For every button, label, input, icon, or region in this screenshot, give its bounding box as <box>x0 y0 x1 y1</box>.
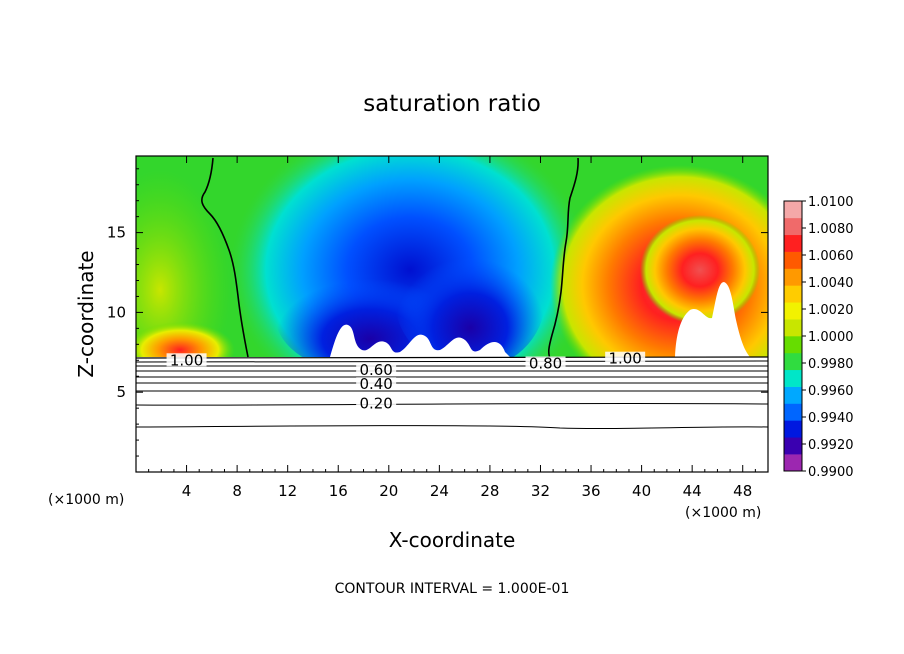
contour-label: 0.40 <box>359 375 392 393</box>
x-tick-label: 48 <box>733 482 752 500</box>
colorbar-label: 0.9940 <box>808 411 854 426</box>
colorbar-swatch <box>784 217 802 236</box>
colorbar-swatch <box>784 201 802 219</box>
x-tick-label: 44 <box>683 482 702 500</box>
x-tick-label: 24 <box>430 482 449 500</box>
x-unit-left: (×1000 m) <box>48 492 124 508</box>
y-axis-label: Z-coordinate <box>74 250 98 377</box>
colorbar-swatch <box>784 268 802 286</box>
contour-line-g <box>136 425 768 430</box>
colorbar-label: 1.0020 <box>808 303 854 318</box>
colorbar-swatch <box>784 319 802 337</box>
colorbar-label: 1.0100 <box>808 195 854 210</box>
colorbar-swatch <box>784 369 802 387</box>
x-tick-label: 32 <box>531 482 550 500</box>
colorbar-swatch <box>784 420 802 438</box>
x-tick-label: 28 <box>480 482 499 500</box>
y-axis-ticks: 5 10 15 <box>107 168 768 457</box>
contour-line-c <box>136 370 768 372</box>
contour-label: 0.60 <box>359 361 392 379</box>
contour-line-e <box>136 382 768 384</box>
colorbar-swatch <box>784 234 802 252</box>
x-tick-label: 20 <box>379 482 398 500</box>
x-axis-ticks: 4 8 12 16 20 24 28 32 36 40 44 48 <box>148 156 756 500</box>
x-tick-label: 12 <box>278 482 297 500</box>
colorbar-swatch <box>784 336 802 354</box>
colorbar-swatch <box>784 454 802 472</box>
y-tick-label: 15 <box>107 224 126 242</box>
colorbar: 1.0100 1.0080 1.0060 1.0040 1.0020 1.0000 0.99… <box>783 195 854 480</box>
colorbar-label: 0.9900 <box>808 465 854 480</box>
contour-line-1.00-left <box>201 157 249 358</box>
x-unit-right: (×1000 m) <box>685 505 761 521</box>
saturation-field <box>136 156 768 472</box>
contour-label: 0.20 <box>359 394 392 412</box>
x-tick-label: 4 <box>182 482 192 500</box>
colorbar-swatch <box>784 251 802 269</box>
contour-label-background <box>605 351 646 365</box>
contour-label-background <box>356 396 397 410</box>
x-tick-label: 40 <box>632 482 651 500</box>
contour-label: 1.00 <box>170 351 203 369</box>
x-tick-label: 8 <box>232 482 242 500</box>
x-tick-label: 36 <box>581 482 600 500</box>
colorbar-label: 1.0000 <box>808 330 854 345</box>
colorbar-label: 0.9960 <box>808 384 854 399</box>
colorbar-swatch <box>784 386 802 404</box>
contour-labels: 1.00 0.80 1.00 0.600.400.20 <box>166 350 646 412</box>
y-tick-label: 10 <box>107 303 126 321</box>
contour-label-background <box>525 356 566 370</box>
colorbar-label: 1.0080 <box>808 222 854 237</box>
colorbar-swatch <box>784 437 802 455</box>
colorbar-swatch <box>784 352 802 371</box>
colorbar-label: 0.9980 <box>808 357 854 372</box>
x-axis-label: X-coordinate <box>389 528 516 552</box>
contour-line-a <box>136 360 768 363</box>
contour-line-f <box>136 390 768 392</box>
contour-interval-text: CONTOUR INTERVAL = 1.000E-01 <box>335 581 570 597</box>
contour-label-background <box>356 377 397 391</box>
colorbar-swatch <box>784 302 802 320</box>
contour-line-d <box>136 376 768 378</box>
y-tick-label: 5 <box>116 383 126 401</box>
colorbar-label: 1.0040 <box>808 276 854 291</box>
right-white-region <box>675 282 750 357</box>
contour-label: 1.00 <box>608 350 641 368</box>
colorbar-swatch <box>784 403 802 421</box>
contour-label-background <box>356 362 397 376</box>
contour-line-sfc <box>136 356 768 359</box>
colorbar-swatch <box>784 285 802 303</box>
colorbar-label: 0.9920 <box>808 438 854 453</box>
contour-line-0.20 <box>136 402 768 406</box>
central-blue-core-2 <box>395 230 545 370</box>
contour-label-background <box>166 353 207 367</box>
right-warm-core <box>640 215 760 325</box>
x-tick-label: 16 <box>329 482 348 500</box>
contour-line-1.00-right <box>547 157 579 361</box>
contour-label: 0.80 <box>529 354 562 372</box>
chart-title: saturation ratio <box>363 91 541 117</box>
colorbar-label: 1.0060 <box>808 249 854 264</box>
